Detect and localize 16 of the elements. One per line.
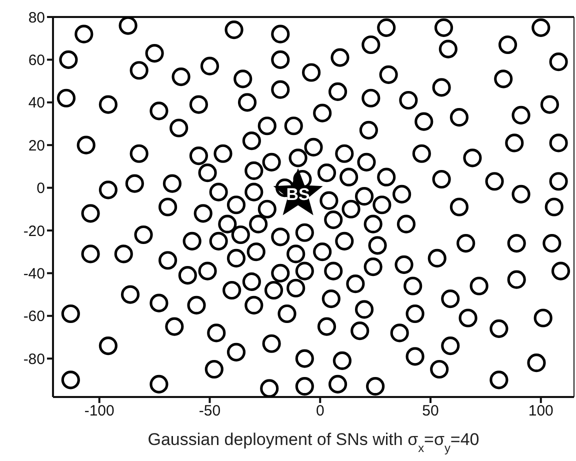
y-tick-label: 80 xyxy=(28,9,45,26)
y-tick-label: -40 xyxy=(23,266,45,283)
y-tick-label: 60 xyxy=(28,52,45,70)
x-tick-label: 0 xyxy=(316,402,324,420)
y-tick-label: -20 xyxy=(23,222,45,240)
y-tick-label: 40 xyxy=(28,94,45,112)
annotation: BS xyxy=(286,185,310,204)
x-tick-label: 50 xyxy=(422,402,439,420)
y-tick-label: 0 xyxy=(36,180,45,198)
y-tick-label: -60 xyxy=(23,308,45,326)
x-tick-label: -100 xyxy=(84,402,114,420)
y-tick-label: 20 xyxy=(28,137,45,154)
y-tick-label: -80 xyxy=(23,350,45,368)
x-tick-label: -50 xyxy=(198,402,221,420)
x-axis-title: Gaussian deployment of SNs with σ$_{x}$=σ$_{y}$=40 xyxy=(148,430,480,455)
x-tick-label: 100 xyxy=(528,402,554,420)
